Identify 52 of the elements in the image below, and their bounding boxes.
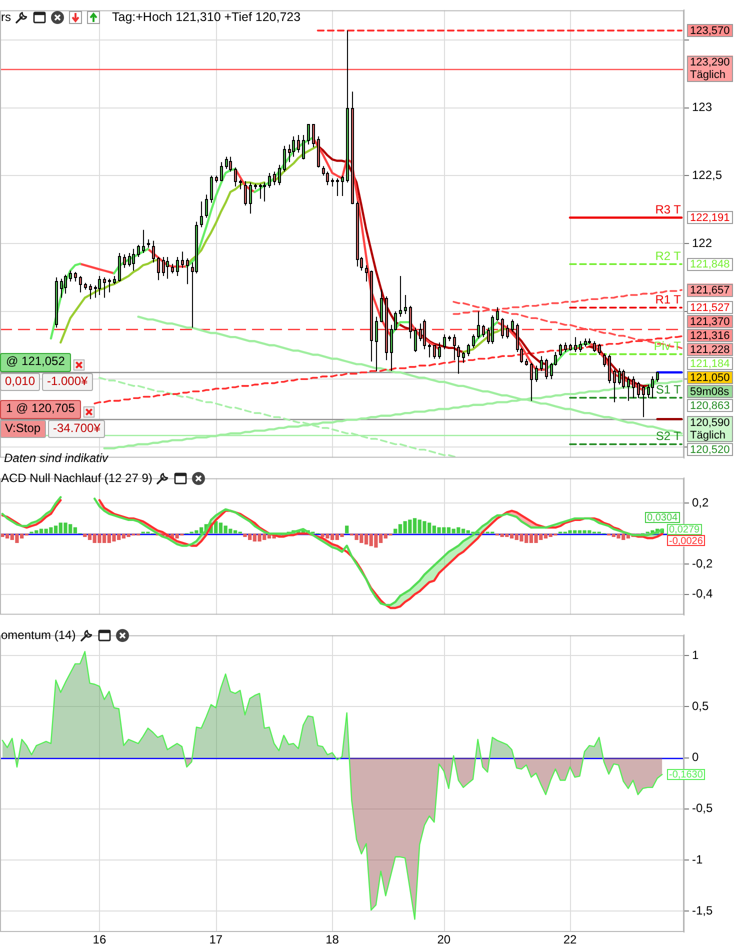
x-tick-label: 17 xyxy=(209,932,223,947)
y-tick-label: 123 xyxy=(692,100,712,114)
chart-title: ACD Null Nachlauf (12 27 9) xyxy=(1,471,152,485)
annotation: -34.700¥ xyxy=(48,420,106,438)
data-label: 122,191 xyxy=(690,212,730,224)
series-label: S1 T xyxy=(656,382,682,397)
ref-line-label: 120,590 Täglich xyxy=(690,417,730,442)
annotation: 0,010 xyxy=(0,373,40,391)
y-tick-label: -0,2 xyxy=(692,556,714,570)
y-tick-label: 0 xyxy=(692,750,699,764)
data-label: 121,527 xyxy=(690,302,730,314)
chart-subtitle: Tag:+Hoch 121,310 +Tief 120,723 xyxy=(111,9,301,25)
series-label: R1 T xyxy=(655,292,682,307)
y-tick-label: -1,5 xyxy=(692,903,714,918)
series-label: S2 T xyxy=(656,429,682,444)
data-label: 0,0304 xyxy=(647,512,678,524)
text: 121,050 xyxy=(690,372,730,384)
data-label: 121,228 xyxy=(690,344,730,356)
x-tick-label: 22 xyxy=(563,932,577,947)
chart-title: rs xyxy=(1,10,11,24)
y-tick-label: -0,4 xyxy=(692,586,714,601)
chart-title: omentum (14) xyxy=(1,628,76,642)
y-tick-label: -0,5 xyxy=(692,801,714,816)
ref-line-label: 121,370 xyxy=(690,316,730,328)
x-tick-label: 20 xyxy=(437,932,451,947)
x-tick-label: 18 xyxy=(326,932,340,947)
data-label: 120,863 xyxy=(690,400,730,412)
annotation: -1.000¥ xyxy=(42,373,93,391)
y-tick-label: 122 xyxy=(692,236,712,250)
y-tick-label: 1 xyxy=(692,648,699,662)
y-tick-label: 122,5 xyxy=(692,168,722,182)
data-label: 121,848 xyxy=(690,258,730,270)
data-label: 121,184 xyxy=(690,358,730,370)
ref-line-label: 123,290 Täglich xyxy=(690,56,730,81)
y-tick-label: -1 xyxy=(692,852,703,866)
data-label: 0,0279 xyxy=(669,524,700,536)
data-label: 120,520 xyxy=(690,444,730,456)
annotation: V:Stop xyxy=(0,420,46,438)
data-label: -0,0026 xyxy=(669,536,704,548)
y-tick-label: 0,2 xyxy=(692,496,710,510)
series-label: R2 T xyxy=(655,249,682,264)
annotation: 1 @ 120,705 xyxy=(0,400,81,419)
data-label: 121,657 xyxy=(690,284,730,296)
text: 59m08s xyxy=(690,386,730,398)
data-label: 123,570 xyxy=(690,24,730,37)
data-label: 121,316 xyxy=(690,330,730,342)
series-label: R3 T xyxy=(655,202,682,217)
y-tick-label: 0,5 xyxy=(692,699,710,714)
annotation: @ 121,052 xyxy=(0,353,71,372)
x-tick-label: 16 xyxy=(92,932,106,947)
data-label: -0,1630 xyxy=(669,770,704,781)
annotation: Daten sind indikativ xyxy=(4,451,108,465)
